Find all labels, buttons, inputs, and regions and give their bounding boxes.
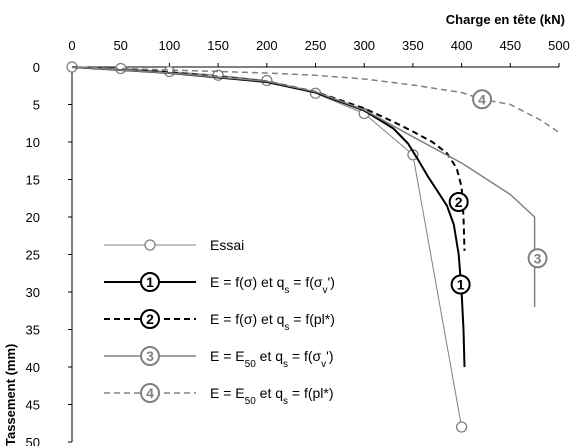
series-badge-number: 2 — [146, 311, 154, 327]
x-tick-label: 400 — [451, 38, 473, 53]
y-tick-label: 20 — [26, 210, 40, 225]
x-tick-label: 450 — [499, 38, 521, 53]
legend-label: E = E50 et qs = f(σv') — [210, 348, 334, 370]
y-tick-label: 40 — [26, 360, 40, 375]
series-line-essai — [71, 66, 463, 428]
series-badge-number: 4 — [478, 91, 486, 107]
axes: 0 50 100 150 200 250 300 350 400 450 5000510152025… — [26, 38, 570, 446]
x-tick-label: 300 — [353, 38, 375, 53]
series-badge-number: 1 — [146, 274, 154, 290]
legend-marker — [144, 239, 156, 251]
series-label-3: 3 — [527, 248, 548, 269]
legend-badge: 2 — [140, 309, 160, 329]
series-line-s3 — [71, 66, 536, 307]
y-tick-label: 25 — [26, 248, 40, 263]
data-point-essai — [455, 421, 468, 433]
series-labels: 1 2 3 4 — [448, 89, 548, 295]
legend-entry-s3: 3 E = E50 et qs = f(σv') — [104, 346, 334, 370]
series-lines — [66, 61, 560, 433]
legend-label: E = E50 et qs = f(pl*) — [210, 385, 334, 407]
y-tick-label: 50 — [26, 435, 40, 446]
x-axis-title: Charge en tête (kN) — [446, 12, 565, 27]
series-label-4: 4 — [472, 89, 493, 110]
legend-label: E = f(σ) et qs = f(σv') — [210, 274, 335, 296]
series-line-s2 — [71, 66, 466, 251]
legend: Essai 1 E = f(σ) et qs = f(σv') 2 E = f(σ) e… — [104, 237, 335, 407]
series-label-2: 2 — [448, 192, 469, 212]
legend-badge: 1 — [140, 272, 160, 292]
series-badge-number: 1 — [457, 277, 465, 293]
x-tick-label: 150 — [207, 38, 229, 53]
y-tick-label: 0 — [33, 60, 40, 75]
legend-entry-s1: 1 E = f(σ) et qs = f(σv') — [104, 272, 335, 296]
x-tick-label: 200 — [256, 38, 278, 53]
legend-label: E = f(σ) et qs = f(pl*) — [210, 311, 335, 333]
legend-entry-s2: 2 E = f(σ) et qs = f(pl*) — [104, 309, 335, 333]
series-label-1: 1 — [450, 274, 471, 295]
x-tick-label: 50 — [113, 38, 127, 53]
x-tick-label: 500 — [548, 38, 570, 53]
series-line-s4 — [71, 66, 560, 133]
legend-entry-s4: 4 E = E50 et qs = f(pl*) — [104, 383, 334, 407]
y-tick-label: 30 — [26, 285, 40, 300]
legend-badge: 3 — [140, 346, 160, 366]
x-tick-label: 350 — [402, 38, 424, 53]
y-tick-label: 5 — [33, 98, 40, 113]
legend-entry-essai: Essai — [104, 237, 244, 253]
series-badge-number: 3 — [146, 348, 154, 364]
x-tick-label: 250 — [305, 38, 327, 53]
legend-label: Essai — [210, 237, 244, 253]
y-axis-title: Tassement (mm) — [3, 344, 18, 446]
x-tick-label: 0 — [68, 38, 75, 53]
series-badge-number: 4 — [146, 385, 154, 401]
y-tick-label: 15 — [26, 173, 40, 188]
y-tick-label: 35 — [26, 323, 40, 338]
y-tick-label: 45 — [26, 398, 40, 413]
x-tick-label: 100 — [159, 38, 181, 53]
y-tick-label: 10 — [26, 135, 40, 150]
series-badge-number: 2 — [455, 194, 463, 210]
series-badge-number: 3 — [534, 250, 542, 266]
legend-badge: 4 — [140, 383, 160, 403]
